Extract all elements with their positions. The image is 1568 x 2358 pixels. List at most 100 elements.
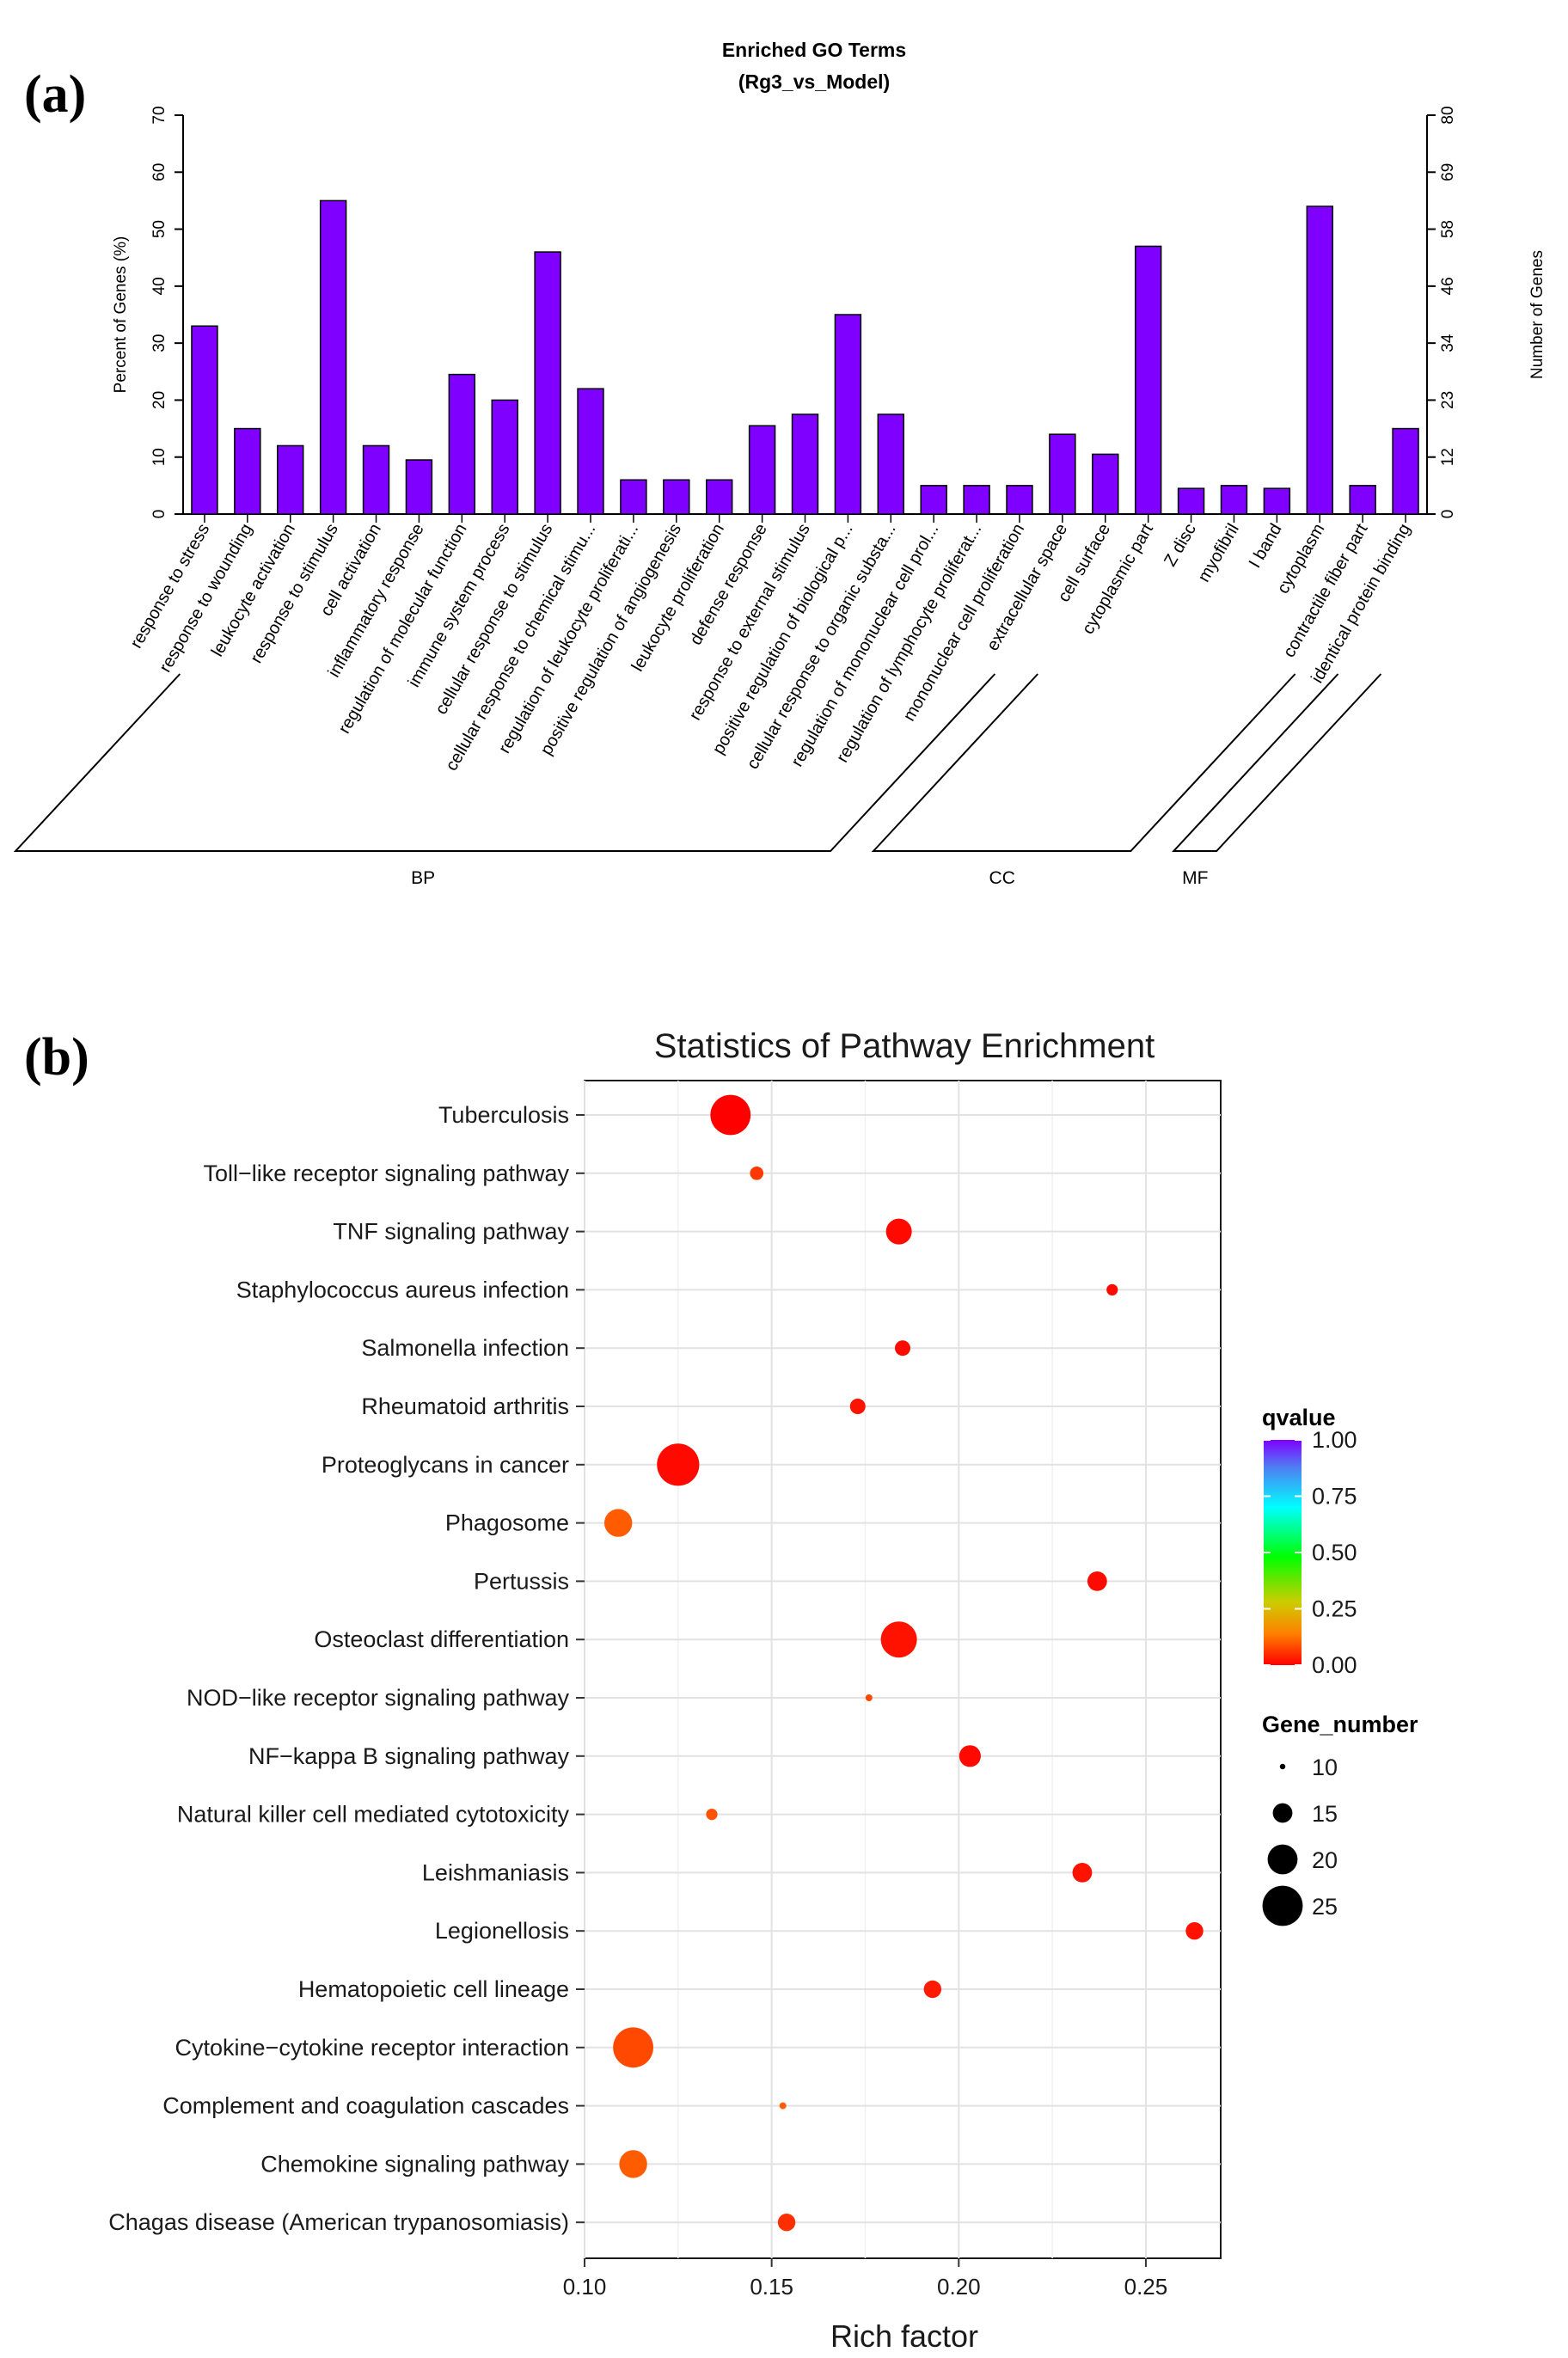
chart-b-title: Statistics of Pathway Enrichment — [654, 1027, 1155, 1065]
go-bar — [1349, 485, 1376, 515]
pathway-label: Proteoglycans in cancer — [322, 1452, 569, 1478]
chart-a-title: Enriched GO Terms — [722, 39, 906, 61]
panel-a-tag: (a) — [24, 65, 86, 124]
pathway-label: Pertussis — [474, 1568, 569, 1594]
chart-b-pathway-labels: Tuberculosis Toll−like receptor signaling… — [108, 1102, 585, 2235]
size-legend-label: 10 — [1312, 1755, 1338, 1780]
group-label: CC — [989, 868, 1015, 888]
pathway-label: Chagas disease (American trypanosomiasis… — [108, 2209, 569, 2235]
pathway-label: TNF signaling pathway — [333, 1219, 569, 1245]
qvalue-legend-ticks: 1.00 0.75 0.50 0.25 0.00 — [1264, 1427, 1357, 1678]
pathway-label: Tuberculosis — [438, 1102, 569, 1128]
size-legend-dot — [1272, 1803, 1293, 1823]
size-legend-label: 15 — [1312, 1801, 1338, 1827]
size-legend-dot — [1279, 1763, 1286, 1770]
chart-a-y2tick-label: 58 — [1439, 220, 1457, 238]
pathway-point — [750, 1167, 764, 1180]
chart-b-x-axis: 0.10 0.15 0.20 0.25 — [563, 2258, 1168, 2300]
go-bar — [877, 413, 905, 515]
go-bar — [1049, 433, 1076, 515]
chart-a-y2tick-label: 69 — [1439, 163, 1457, 181]
colorbar-tick-label: 1.00 — [1312, 1427, 1357, 1453]
pathway-point — [880, 1621, 917, 1658]
go-category-label: extracellular space — [983, 521, 1071, 654]
chart-a-y2label: Number of Genes — [1528, 250, 1547, 379]
chart-a-y2tick-label: 12 — [1439, 448, 1457, 466]
go-bar — [491, 399, 518, 515]
pathway-point — [849, 1399, 866, 1414]
qvalue-legend-title: qvalue — [1262, 1405, 1336, 1430]
pathway-point — [619, 2150, 647, 2178]
pathway-label: NF−kappa B signaling pathway — [248, 1743, 569, 1769]
chart-a-ytick-label: 70 — [150, 106, 168, 124]
chart-a-y2tick-label: 0 — [1439, 510, 1457, 519]
go-bar — [1392, 427, 1419, 515]
pathway-label: Leishmaniasis — [422, 1859, 569, 1885]
chart-b-plot-area — [584, 1080, 1222, 2259]
chart-a-subtitle: (Rg3_vs_Model) — [738, 70, 890, 93]
chart-a-y2tick-label: 23 — [1439, 391, 1457, 409]
go-bar — [534, 251, 561, 515]
size-legend-label: 20 — [1312, 1847, 1338, 1873]
go-bar — [1134, 245, 1162, 515]
go-bar — [1220, 485, 1248, 515]
chart-b-xtick-label: 0.20 — [937, 2274, 981, 2300]
pathway-point — [1106, 1283, 1118, 1295]
colorbar-tick-label: 0.25 — [1312, 1596, 1357, 1622]
chart-a-group-brackets: BP CC MF — [13, 673, 1382, 888]
chart-b-xtick-label: 0.25 — [1124, 2274, 1168, 2300]
go-bar — [620, 479, 647, 515]
chart-b-xtick-label: 0.15 — [750, 2274, 793, 2300]
pathway-point — [603, 1509, 633, 1537]
chart-a-ytick-label: 50 — [150, 220, 168, 238]
colorbar-tick-label: 0.75 — [1312, 1484, 1357, 1510]
go-bar — [963, 485, 990, 515]
pathway-point — [959, 1745, 981, 1767]
chart-b-grid — [584, 1081, 1221, 2258]
pathway-point — [1087, 1571, 1107, 1591]
pathway-point — [777, 2214, 796, 2232]
pathway-point — [613, 2027, 653, 2068]
go-bar — [1306, 205, 1333, 515]
go-bar — [319, 199, 347, 515]
pathway-label: Toll−like receptor signaling pathway — [204, 1161, 570, 1186]
chart-b-points — [603, 1094, 1204, 2232]
pathway-label: Chemokine signaling pathway — [260, 2151, 569, 2177]
chart-a-axes: 0 10 20 30 40 50 60 70 0 12 23 34 46 58 69 80 — [150, 106, 1457, 523]
pathway-bubble-chart: (b) Statistics of Pathway Enrichment Tub… — [24, 1027, 1418, 2354]
go-bar — [234, 427, 261, 515]
group-label: BP — [411, 868, 435, 888]
go-category-label: I band — [1246, 521, 1286, 572]
pathway-label: Hematopoietic cell lineage — [298, 1976, 569, 2002]
size-legend-label: 25 — [1312, 1894, 1338, 1920]
chart-b-xtick-label: 0.10 — [563, 2274, 607, 2300]
chart-a-ytick-label: 10 — [150, 448, 168, 466]
chart-a-y2tick-label: 46 — [1439, 277, 1457, 295]
chart-a-ytick-label: 0 — [150, 510, 168, 519]
pathway-point — [895, 1340, 910, 1357]
pathway-label: NOD−like receptor signaling pathway — [187, 1685, 569, 1711]
go-bar — [277, 444, 304, 515]
chart-a-bars — [191, 199, 1419, 515]
chart-a-ytick-label: 20 — [150, 391, 168, 409]
pathway-point — [885, 1218, 912, 1245]
pathway-point — [923, 1980, 942, 1999]
pathway-point — [1185, 1922, 1204, 1940]
pathway-point — [657, 1443, 700, 1486]
colorbar-tick-label: 0.00 — [1312, 1652, 1357, 1678]
pathway-label: Rheumatoid arthritis — [361, 1393, 569, 1419]
chart-a-ylabel: Percent of Genes (%) — [112, 236, 130, 394]
pathway-point — [865, 1694, 873, 1701]
go-bar — [705, 479, 733, 515]
chart-b-xlabel: Rich factor — [830, 2318, 978, 2354]
go-category-label: myofibril — [1195, 521, 1243, 585]
go-bar — [748, 425, 776, 515]
pathway-point — [1072, 1863, 1093, 1883]
go-bar — [920, 485, 947, 515]
chart-a-ytick-label: 30 — [150, 334, 168, 352]
pathway-label: Natural killer cell mediated cytotoxicit… — [177, 1802, 570, 1828]
pathway-label: Cytokine−cytokine receptor interaction — [175, 2035, 570, 2061]
chart-a-y2tick-label: 34 — [1439, 334, 1457, 352]
pathway-point — [710, 1094, 751, 1136]
